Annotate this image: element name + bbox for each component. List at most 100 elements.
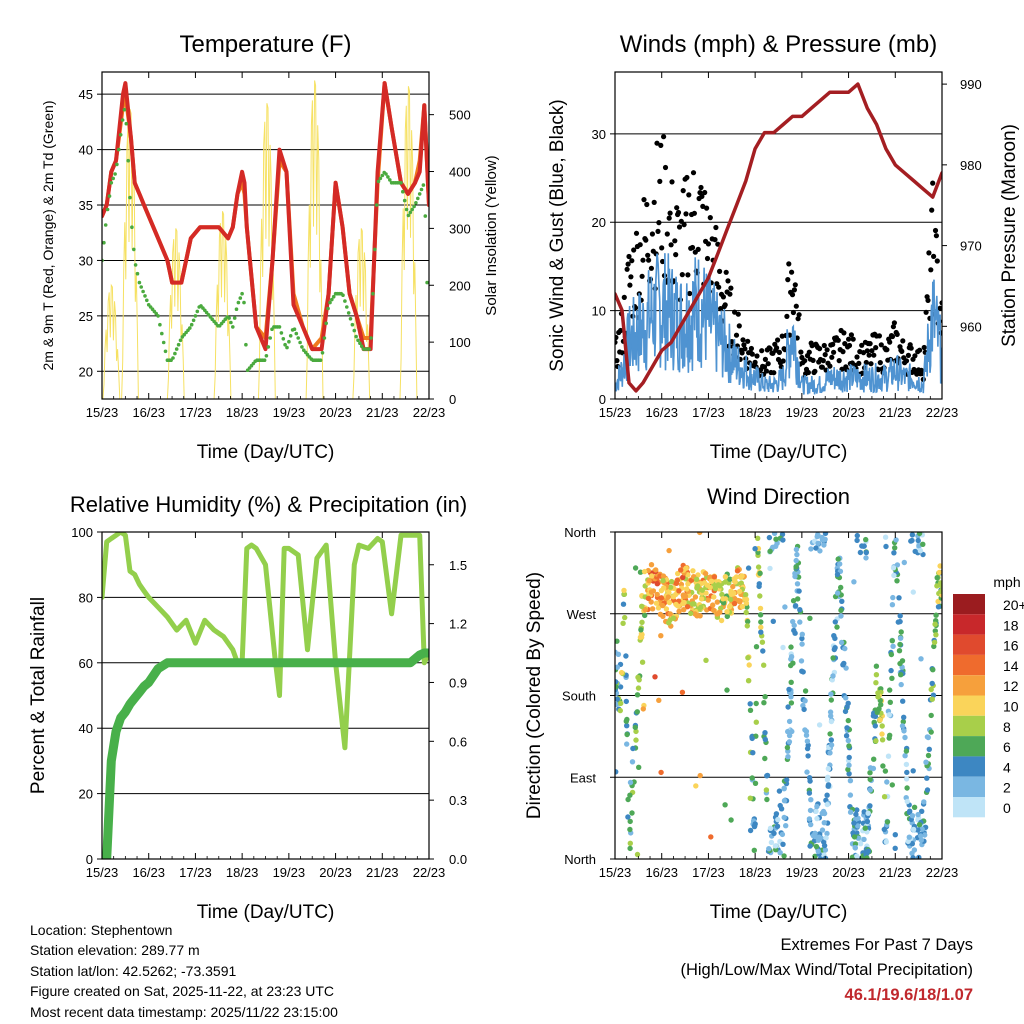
- wind-direction-point: [910, 855, 916, 859]
- dewpoint-point: [109, 181, 114, 185]
- wind-direction-point: [749, 775, 755, 781]
- wind-direction-point: [916, 822, 923, 828]
- gust-point: [856, 360, 862, 366]
- wind-direction-point: [918, 656, 924, 662]
- wind-direction-point: [910, 768, 916, 774]
- wind-direction-point: [770, 618, 776, 624]
- wind-direction-point: [878, 686, 884, 692]
- gust-point: [704, 255, 711, 262]
- rh-x-tick-label: 19/23: [273, 865, 306, 880]
- wind-direction-point: [646, 578, 652, 584]
- rh-y2-tick-label: 0.0: [449, 852, 467, 867]
- dewpoint-point: [158, 322, 162, 327]
- wind-direction-point: [813, 545, 819, 551]
- wind-direction-point: [745, 655, 751, 661]
- wind-direction-point: [694, 585, 700, 591]
- wind-direction-point: [663, 606, 670, 612]
- wind-direction-point: [875, 694, 881, 700]
- wind-direction-point: [900, 698, 906, 704]
- gust-point: [850, 336, 856, 342]
- gust-point: [713, 224, 719, 231]
- dewpoint-point: [244, 342, 248, 347]
- wind-direction-point: [798, 658, 805, 664]
- legend-label: 2: [1003, 780, 1011, 796]
- wind-direction-point: [844, 725, 850, 731]
- wind-direction-point: [731, 600, 738, 607]
- wind-direction-point: [717, 609, 723, 615]
- wind-direction-point: [625, 796, 631, 803]
- wind-direction-point: [633, 737, 639, 743]
- gust-point: [748, 345, 755, 352]
- wind-direction-point: [904, 769, 910, 776]
- gust-point: [728, 285, 734, 291]
- wind-direction-point: [789, 728, 795, 735]
- dewpoint-point: [288, 334, 293, 338]
- gust-point: [846, 342, 853, 349]
- wind-direction-point: [828, 742, 835, 748]
- wind-direction-point: [825, 774, 831, 780]
- gust-point: [827, 363, 833, 369]
- wind-direction-point: [872, 723, 878, 729]
- dir-y-tick-label: South: [562, 689, 596, 704]
- dewpoint-point: [111, 176, 115, 181]
- winds-x-tick-label: 19/23: [786, 405, 819, 420]
- wind-direction-point: [747, 707, 754, 713]
- wind-direction-point: [827, 709, 834, 715]
- wind-direction-point: [793, 546, 800, 553]
- gust-point: [699, 193, 705, 199]
- wind-direction-point: [680, 593, 687, 600]
- wind-direction-point: [904, 785, 910, 791]
- wind-direction-point: [657, 611, 664, 617]
- legend-label: 16: [1003, 638, 1019, 654]
- temp-y-tick-label: 30: [79, 253, 93, 268]
- wind-direction-point: [673, 601, 679, 608]
- winds-x-label: Time (Day/UTC): [710, 442, 848, 463]
- wind-direction-point: [615, 769, 619, 775]
- wind-direction-point: [879, 723, 885, 729]
- total-precipitation-line: [102, 648, 429, 859]
- gust-point: [702, 189, 708, 196]
- gust-point: [684, 174, 690, 181]
- wind-direction-point: [902, 734, 908, 741]
- dewpoint-point: [118, 133, 123, 137]
- wind-direction-point: [697, 772, 703, 779]
- gust-point: [848, 332, 855, 338]
- wind-direction-point: [635, 674, 641, 680]
- wind-direction-point: [924, 787, 931, 793]
- gust-point: [723, 269, 729, 275]
- wind-direction-point: [802, 698, 808, 704]
- wind-direction-point: [890, 594, 896, 601]
- dewpoint-point: [234, 307, 239, 312]
- dewpoint-point: [324, 321, 329, 326]
- wind-direction-point: [666, 599, 673, 606]
- winds-y-label: Sonic Wind & Gust (Blue, Black): [547, 99, 568, 371]
- wind-direction-point: [670, 615, 676, 621]
- wind-direction-point: [834, 590, 841, 596]
- wind-direction-point: [780, 537, 786, 543]
- wind-direction-point: [813, 843, 820, 850]
- wind-direction-point: [854, 853, 860, 859]
- wind-direction-point: [786, 732, 793, 739]
- legend-label: 4: [1003, 759, 1011, 775]
- wind-direction-point: [768, 839, 775, 846]
- dewpoint-point: [369, 336, 373, 340]
- temp-y2-label: Solar Insolation (Yellow): [483, 155, 500, 315]
- wind-direction-point: [767, 548, 773, 554]
- wind-direction-point: [793, 564, 799, 570]
- dewpoint-point: [384, 172, 388, 176]
- dewpoint-point: [300, 345, 304, 349]
- wind-direction-point: [761, 700, 767, 706]
- wind-direction-point: [718, 617, 725, 624]
- wind-direction-point: [854, 532, 860, 539]
- wind-direction-point: [926, 746, 932, 752]
- wind-direction-point: [839, 598, 845, 604]
- gust-point: [887, 339, 893, 345]
- wind-direction-point: [871, 756, 877, 762]
- wind-direction-point: [821, 542, 827, 548]
- wind-direction-point: [792, 603, 799, 609]
- wind-direction-point: [739, 603, 746, 610]
- gust-point: [866, 352, 872, 358]
- dir-x-tick-label: 19/23: [786, 865, 819, 880]
- wind-direction-point: [933, 612, 939, 618]
- gust-point: [790, 309, 797, 316]
